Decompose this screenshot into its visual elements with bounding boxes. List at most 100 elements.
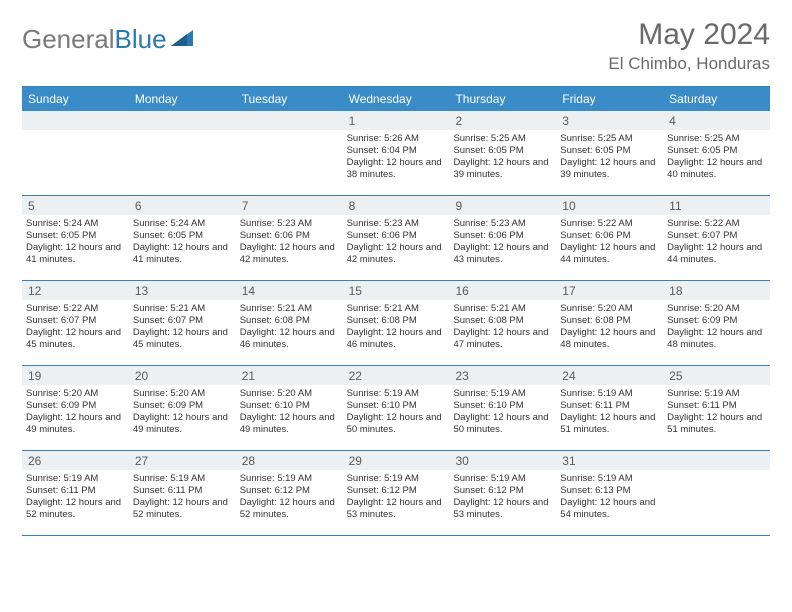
day-number: 29 <box>343 451 450 470</box>
day-cell: 25Sunrise: 5:19 AMSunset: 6:11 PMDayligh… <box>663 366 770 450</box>
day-number: 7 <box>236 196 343 215</box>
sunrise-line: Sunrise: 5:20 AM <box>240 388 339 400</box>
day-cell: 19Sunrise: 5:20 AMSunset: 6:09 PMDayligh… <box>22 366 129 450</box>
daylight-line: Daylight: 12 hours and 40 minutes. <box>667 157 766 181</box>
sunset-line: Sunset: 6:12 PM <box>347 485 446 497</box>
day-cell: 27Sunrise: 5:19 AMSunset: 6:11 PMDayligh… <box>129 451 236 535</box>
day-number: 11 <box>663 196 770 215</box>
daylight-line: Daylight: 12 hours and 44 minutes. <box>560 242 659 266</box>
sunrise-line: Sunrise: 5:22 AM <box>667 218 766 230</box>
sunset-line: Sunset: 6:06 PM <box>453 230 552 242</box>
sunrise-line: Sunrise: 5:26 AM <box>347 133 446 145</box>
sunset-line: Sunset: 6:13 PM <box>560 485 659 497</box>
sunset-line: Sunset: 6:12 PM <box>240 485 339 497</box>
day-number: 16 <box>449 281 556 300</box>
day-number <box>129 111 236 130</box>
day-number: 9 <box>449 196 556 215</box>
day-cell: 5Sunrise: 5:24 AMSunset: 6:05 PMDaylight… <box>22 196 129 280</box>
week-row: 5Sunrise: 5:24 AMSunset: 6:05 PMDaylight… <box>22 196 770 281</box>
day-number: 25 <box>663 366 770 385</box>
day-header: Tuesday <box>236 87 343 111</box>
daylight-line: Daylight: 12 hours and 45 minutes. <box>133 327 232 351</box>
day-cell: 6Sunrise: 5:24 AMSunset: 6:05 PMDaylight… <box>129 196 236 280</box>
sunrise-line: Sunrise: 5:22 AM <box>26 303 125 315</box>
empty-day-cell <box>129 111 236 195</box>
day-cell: 14Sunrise: 5:21 AMSunset: 6:08 PMDayligh… <box>236 281 343 365</box>
sunrise-line: Sunrise: 5:19 AM <box>453 388 552 400</box>
day-number: 15 <box>343 281 450 300</box>
day-cell: 7Sunrise: 5:23 AMSunset: 6:06 PMDaylight… <box>236 196 343 280</box>
daylight-line: Daylight: 12 hours and 39 minutes. <box>560 157 659 181</box>
sunset-line: Sunset: 6:08 PM <box>240 315 339 327</box>
sunset-line: Sunset: 6:11 PM <box>133 485 232 497</box>
sunrise-line: Sunrise: 5:19 AM <box>667 388 766 400</box>
day-details: Sunrise: 5:20 AMSunset: 6:08 PMDaylight:… <box>556 300 663 355</box>
empty-day-cell <box>22 111 129 195</box>
sunrise-line: Sunrise: 5:19 AM <box>347 473 446 485</box>
daylight-line: Daylight: 12 hours and 43 minutes. <box>453 242 552 266</box>
day-number: 10 <box>556 196 663 215</box>
daylight-line: Daylight: 12 hours and 38 minutes. <box>347 157 446 181</box>
day-number: 4 <box>663 111 770 130</box>
day-details: Sunrise: 5:19 AMSunset: 6:12 PMDaylight:… <box>236 470 343 525</box>
daylight-line: Daylight: 12 hours and 50 minutes. <box>347 412 446 436</box>
day-cell: 26Sunrise: 5:19 AMSunset: 6:11 PMDayligh… <box>22 451 129 535</box>
day-details: Sunrise: 5:26 AMSunset: 6:04 PMDaylight:… <box>343 130 450 185</box>
day-details: Sunrise: 5:21 AMSunset: 6:08 PMDaylight:… <box>236 300 343 355</box>
daylight-line: Daylight: 12 hours and 46 minutes. <box>347 327 446 351</box>
day-header: Saturday <box>663 87 770 111</box>
sunrise-line: Sunrise: 5:21 AM <box>453 303 552 315</box>
logo: GeneralBlue <box>22 18 193 55</box>
empty-day-cell <box>663 451 770 535</box>
sunrise-line: Sunrise: 5:25 AM <box>560 133 659 145</box>
day-number: 26 <box>22 451 129 470</box>
daylight-line: Daylight: 12 hours and 52 minutes. <box>240 497 339 521</box>
day-details: Sunrise: 5:20 AMSunset: 6:10 PMDaylight:… <box>236 385 343 440</box>
daylight-line: Daylight: 12 hours and 52 minutes. <box>133 497 232 521</box>
daylight-line: Daylight: 12 hours and 41 minutes. <box>133 242 232 266</box>
week-row: 26Sunrise: 5:19 AMSunset: 6:11 PMDayligh… <box>22 451 770 536</box>
day-cell: 10Sunrise: 5:22 AMSunset: 6:06 PMDayligh… <box>556 196 663 280</box>
daylight-line: Daylight: 12 hours and 49 minutes. <box>240 412 339 436</box>
day-details: Sunrise: 5:25 AMSunset: 6:05 PMDaylight:… <box>663 130 770 185</box>
day-details: Sunrise: 5:25 AMSunset: 6:05 PMDaylight:… <box>449 130 556 185</box>
daylight-line: Daylight: 12 hours and 49 minutes. <box>133 412 232 436</box>
day-number: 21 <box>236 366 343 385</box>
day-number: 20 <box>129 366 236 385</box>
daylight-line: Daylight: 12 hours and 46 minutes. <box>240 327 339 351</box>
day-details: Sunrise: 5:19 AMSunset: 6:10 PMDaylight:… <box>343 385 450 440</box>
day-number: 12 <box>22 281 129 300</box>
daylight-line: Daylight: 12 hours and 49 minutes. <box>26 412 125 436</box>
day-details: Sunrise: 5:23 AMSunset: 6:06 PMDaylight:… <box>236 215 343 270</box>
sunset-line: Sunset: 6:08 PM <box>453 315 552 327</box>
daylight-line: Daylight: 12 hours and 53 minutes. <box>347 497 446 521</box>
sunset-line: Sunset: 6:05 PM <box>560 145 659 157</box>
daylight-line: Daylight: 12 hours and 48 minutes. <box>667 327 766 351</box>
day-details: Sunrise: 5:24 AMSunset: 6:05 PMDaylight:… <box>129 215 236 270</box>
sunrise-line: Sunrise: 5:24 AM <box>133 218 232 230</box>
sunrise-line: Sunrise: 5:23 AM <box>453 218 552 230</box>
day-details: Sunrise: 5:19 AMSunset: 6:11 PMDaylight:… <box>129 470 236 525</box>
sunrise-line: Sunrise: 5:19 AM <box>453 473 552 485</box>
sunrise-line: Sunrise: 5:19 AM <box>560 388 659 400</box>
logo-triangle-icon <box>171 28 193 51</box>
day-number <box>22 111 129 130</box>
daylight-line: Daylight: 12 hours and 51 minutes. <box>560 412 659 436</box>
sunrise-line: Sunrise: 5:25 AM <box>667 133 766 145</box>
sunrise-line: Sunrise: 5:24 AM <box>26 218 125 230</box>
daylight-line: Daylight: 12 hours and 39 minutes. <box>453 157 552 181</box>
daylight-line: Daylight: 12 hours and 54 minutes. <box>560 497 659 521</box>
sunset-line: Sunset: 6:06 PM <box>240 230 339 242</box>
day-number: 22 <box>343 366 450 385</box>
sunset-line: Sunset: 6:10 PM <box>453 400 552 412</box>
sunrise-line: Sunrise: 5:20 AM <box>26 388 125 400</box>
day-number: 19 <box>22 366 129 385</box>
day-details: Sunrise: 5:21 AMSunset: 6:08 PMDaylight:… <box>449 300 556 355</box>
sunset-line: Sunset: 6:07 PM <box>26 315 125 327</box>
sunrise-line: Sunrise: 5:21 AM <box>347 303 446 315</box>
day-cell: 21Sunrise: 5:20 AMSunset: 6:10 PMDayligh… <box>236 366 343 450</box>
day-cell: 28Sunrise: 5:19 AMSunset: 6:12 PMDayligh… <box>236 451 343 535</box>
day-cell: 24Sunrise: 5:19 AMSunset: 6:11 PMDayligh… <box>556 366 663 450</box>
daylight-line: Daylight: 12 hours and 41 minutes. <box>26 242 125 266</box>
day-number: 3 <box>556 111 663 130</box>
